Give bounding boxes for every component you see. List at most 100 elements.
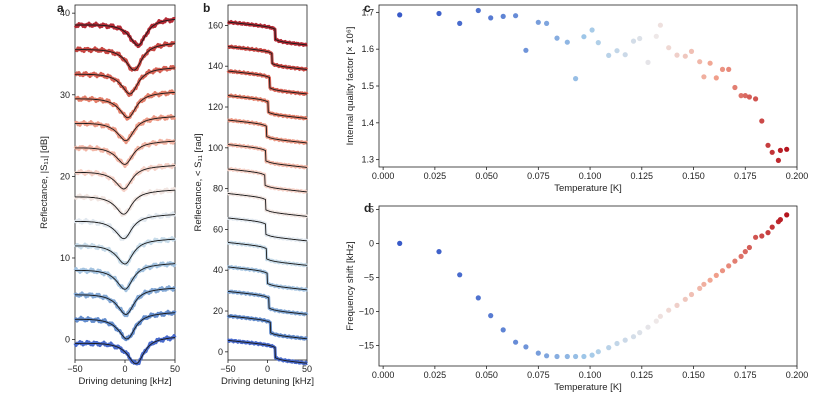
trace-b-fit [228, 70, 308, 95]
point-c [732, 84, 738, 91]
point-c [475, 7, 481, 14]
y-axis-label-d: Frequency shift [kHz] [345, 241, 356, 330]
point-d [732, 258, 738, 264]
point-d [488, 313, 494, 319]
y-tick-label-b: 0 [218, 347, 223, 357]
point-d [682, 296, 688, 302]
x-axis-label-d: Temperature [K] [554, 382, 622, 393]
point-c [742, 93, 748, 99]
point-d [666, 307, 672, 313]
trace-a-fit [75, 18, 176, 46]
trace-a-data [73, 285, 177, 318]
point-d [697, 285, 703, 291]
point-c [701, 74, 707, 80]
x-tick-label-a: 0 [122, 364, 127, 374]
point-d [726, 263, 732, 269]
x-tick-label-a: −50 [67, 364, 82, 374]
point-d [777, 217, 784, 223]
y-tick-label-d: −10 [359, 307, 374, 317]
x-tick-label-b: 50 [302, 364, 312, 374]
x-tick-label-c: 0.175 [734, 171, 757, 181]
point-c [645, 59, 651, 65]
point-d [436, 249, 442, 255]
point-d [589, 352, 595, 358]
y-tick-label-c: 1.3 [361, 155, 374, 165]
point-d [719, 268, 726, 274]
point-d [554, 353, 560, 360]
y-tick-label-d: −15 [359, 341, 374, 351]
trace-a-fit [75, 189, 176, 215]
point-c [606, 52, 612, 59]
point-d [759, 233, 765, 239]
y-tick-label-c: 1.4 [361, 118, 374, 128]
trace-a-fit [75, 165, 176, 190]
panel-c: c 0.000 0.025 0.050 0.075 0.100 0.125 0.150 0.1… [345, 1, 808, 194]
x-tick-label-c: 0.050 [475, 171, 498, 181]
trace-a-fit [75, 67, 176, 95]
y-tick-label-a: 10 [60, 253, 70, 263]
point-c [769, 149, 775, 155]
x-tick-label-c: 0.100 [579, 171, 602, 181]
x-tick-label-b: 0 [265, 364, 270, 374]
point-c [637, 35, 643, 42]
y-tick-label-d: −5 [364, 272, 374, 282]
point-d [513, 339, 519, 345]
panel-c-label: c [364, 1, 371, 15]
point-d [713, 272, 719, 278]
point-d [500, 327, 506, 333]
x-tick-label-c: 0.150 [682, 171, 705, 181]
y-tick-label-d: 5 [369, 204, 374, 214]
point-d [742, 249, 748, 255]
x-tick-label-d: 0.000 [372, 370, 395, 380]
y-tick-label-c: 1.7 [361, 7, 374, 17]
point-d [746, 244, 753, 251]
point-c [707, 60, 713, 66]
y-tick-label-d: 0 [369, 238, 374, 248]
point-d [564, 353, 570, 360]
y-tick-label-b: 140 [208, 61, 223, 71]
y-tick-label-b: 120 [208, 102, 223, 112]
point-d [457, 272, 463, 278]
point-c [682, 53, 688, 59]
point-d [738, 253, 744, 259]
y-tick-label-a: 0 [65, 335, 70, 345]
trace-b-fit [228, 315, 308, 340]
trace-b-fit [228, 95, 308, 119]
trace-b-fit [227, 144, 307, 168]
y-tick-label-a: 40 [60, 8, 70, 18]
y-tick-label-b: 20 [213, 306, 223, 316]
point-c [784, 146, 790, 152]
point-c [630, 38, 637, 44]
point-c [777, 147, 784, 153]
trace-a-fit [75, 214, 176, 240]
y-tick-label-b: 80 [213, 184, 223, 194]
point-c [653, 33, 659, 39]
panel-b: b −50 0 50 0 20 40 60 80 100 120 140 160 Driving det… [193, 1, 314, 387]
y-tick-label-b: 40 [213, 265, 223, 275]
point-d [765, 230, 771, 236]
panel-a: a −50 0 50 0 10 20 30 40 Driving detuning [kHz] R… [39, 1, 180, 387]
trace-a-fit [75, 43, 176, 71]
point-d [674, 302, 680, 308]
trace-b-fit [228, 119, 307, 144]
y-tick-label-b: 60 [213, 224, 223, 234]
point-c [544, 20, 550, 26]
trace-a-data [73, 309, 177, 342]
point-c [513, 13, 519, 19]
x-tick-label-d: 0.025 [424, 370, 447, 380]
point-d [769, 224, 775, 230]
x-tick-label-d: 0.175 [734, 370, 757, 380]
y-tick-label-c: 1.6 [361, 44, 374, 54]
point-d [581, 353, 587, 360]
point-d [622, 337, 628, 343]
trace-b-fit [228, 217, 308, 242]
point-c [554, 35, 560, 41]
point-c [622, 52, 628, 58]
point-c [436, 10, 442, 17]
point-c [759, 118, 765, 124]
point-d [701, 281, 707, 287]
point-c [589, 27, 595, 33]
trace-b-fit [228, 21, 308, 46]
x-tick-label-c: 0.125 [631, 171, 654, 181]
trace-a-fit [75, 238, 176, 265]
